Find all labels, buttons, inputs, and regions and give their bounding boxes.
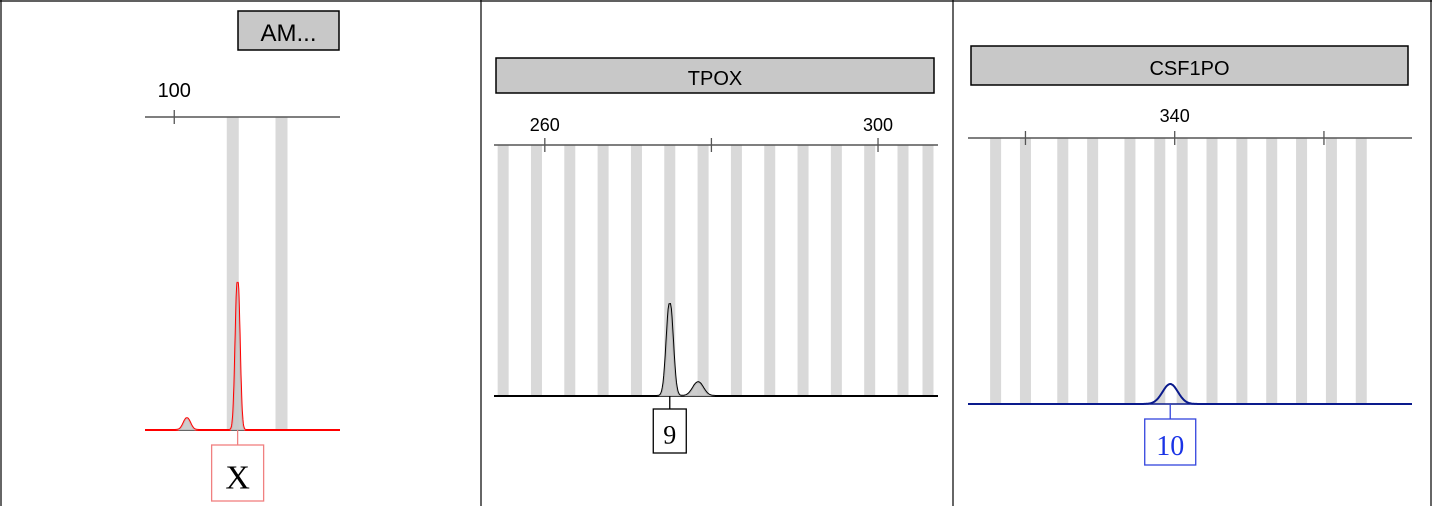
tpox-bin: [864, 145, 876, 396]
amel-trace: [145, 281, 340, 431]
csf-bin: [1296, 138, 1308, 404]
amel-tick-label: 100: [158, 80, 191, 102]
csf-marker-label: CSF1PO: [1149, 58, 1229, 80]
csf-bin: [1019, 138, 1031, 404]
csf-bin: [1176, 138, 1188, 404]
tpox-bin: [630, 145, 642, 396]
tpox-bin: [697, 145, 709, 396]
csf-call-label: 10: [1156, 431, 1184, 462]
panel-tpox: TPOX 260 300 9: [494, 57, 938, 454]
csf-marker-header[interactable]: [970, 45, 1409, 86]
tpox-bin: [897, 145, 909, 396]
amel-call-box: [210, 444, 265, 502]
csf-bin: [1236, 138, 1248, 404]
tpox-bin: [730, 145, 742, 396]
tpox-bin: [530, 145, 542, 396]
csf-bin: [1355, 138, 1367, 404]
amel-bin: [275, 117, 288, 430]
tpox-calls: 9: [652, 396, 687, 454]
tpox-tick-label: 300: [863, 115, 893, 135]
amel-marker-header[interactable]: [237, 10, 340, 51]
tpox-marker-header[interactable]: [495, 57, 935, 94]
csf-bin: [1325, 138, 1337, 404]
tpox-bins: [497, 145, 934, 396]
csf-bin: [1124, 138, 1136, 404]
csf-bin: [1057, 138, 1069, 404]
panel-csf1po: CSF1PO 340 10: [968, 45, 1412, 466]
csf-trace: [968, 383, 1412, 405]
csf-bin: [1154, 138, 1166, 404]
tpox-bin: [597, 145, 609, 396]
csf-call-box: [1144, 418, 1197, 466]
tpox-ticks: 260 300: [530, 115, 893, 152]
tpox-bin: [664, 145, 676, 396]
tpox-tick-label: 260: [530, 115, 560, 135]
amel-call-label: X: [225, 460, 250, 497]
csf-bin: [990, 138, 1002, 404]
amel-calls: X: [210, 430, 265, 502]
tpox-bin: [830, 145, 842, 396]
panel-amel: AM... 100 X: [145, 10, 340, 502]
amel-ticks: 100: [158, 80, 191, 124]
tpox-bin: [497, 145, 509, 396]
csf-calls: 10: [1144, 404, 1197, 466]
tpox-call-label: 9: [663, 420, 676, 449]
tpox-bin: [797, 145, 809, 396]
tpox-bin: [564, 145, 576, 396]
csf-bins: [990, 138, 1367, 404]
tpox-bin: [764, 145, 776, 396]
tpox-call-box: [652, 408, 687, 454]
csf-bin: [1266, 138, 1278, 404]
csf-bin: [1206, 138, 1218, 404]
csf-tick-label: 340: [1160, 106, 1190, 126]
csf-bin: [1087, 138, 1099, 404]
csf-ticks: 340: [1024, 106, 1325, 145]
tpox-marker-label: TPOX: [688, 68, 742, 90]
amel-marker-label: AM...: [260, 20, 316, 47]
tpox-bin: [922, 145, 934, 396]
